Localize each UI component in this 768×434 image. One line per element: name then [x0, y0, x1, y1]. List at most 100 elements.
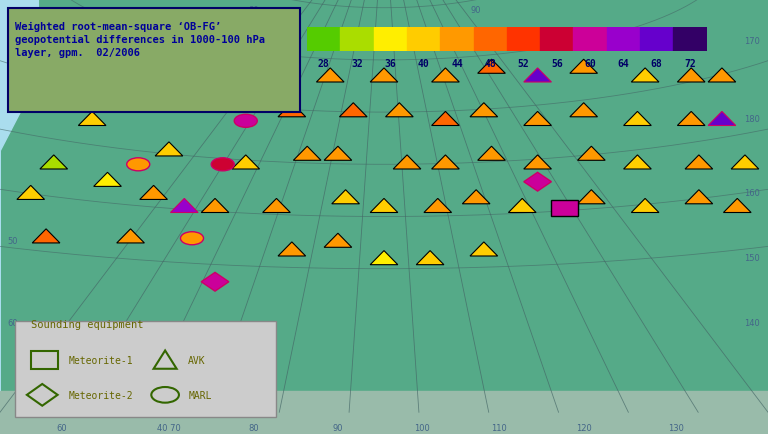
Text: 40 70: 40 70	[157, 423, 180, 432]
Polygon shape	[677, 69, 705, 83]
Bar	[540, 28, 574, 52]
Text: Sounding equipment: Sounding equipment	[31, 320, 143, 330]
Polygon shape	[578, 190, 605, 204]
Text: 110: 110	[492, 423, 507, 432]
Text: 32: 32	[351, 59, 363, 69]
Polygon shape	[78, 112, 106, 126]
Polygon shape	[17, 186, 45, 200]
Bar	[640, 28, 674, 52]
Text: 60: 60	[584, 59, 596, 69]
Polygon shape	[478, 147, 505, 161]
Text: 80: 80	[248, 423, 259, 432]
Polygon shape	[278, 242, 306, 256]
Polygon shape	[624, 155, 651, 170]
Polygon shape	[478, 60, 505, 74]
Polygon shape	[201, 199, 229, 213]
Polygon shape	[524, 173, 551, 192]
Text: 40: 40	[418, 59, 429, 69]
Polygon shape	[370, 69, 398, 83]
Text: 180: 180	[744, 115, 760, 124]
Text: 120: 120	[576, 423, 591, 432]
Text: 60: 60	[8, 319, 18, 328]
Polygon shape	[40, 155, 68, 170]
Text: 90: 90	[471, 6, 482, 15]
Polygon shape	[508, 199, 536, 213]
Polygon shape	[293, 147, 321, 161]
Bar	[474, 28, 507, 52]
Circle shape	[234, 115, 257, 128]
Polygon shape	[324, 147, 352, 161]
Polygon shape	[86, 47, 114, 61]
Text: 50: 50	[8, 236, 18, 245]
Bar	[31, 352, 58, 369]
Polygon shape	[201, 273, 229, 292]
Text: 64: 64	[617, 59, 629, 69]
Polygon shape	[462, 190, 490, 204]
Bar	[507, 28, 540, 52]
Polygon shape	[178, 69, 206, 83]
Polygon shape	[339, 103, 367, 118]
Polygon shape	[370, 251, 398, 265]
Bar	[440, 28, 474, 52]
Bar	[674, 28, 707, 52]
Polygon shape	[278, 103, 306, 118]
Text: Weighted root-mean-square ‘OB-FG’
geopotential differences in 1000-100 hPa
layer: Weighted root-mean-square ‘OB-FG’ geopot…	[15, 22, 266, 58]
FancyBboxPatch shape	[8, 9, 300, 113]
Text: AVK: AVK	[188, 355, 206, 365]
Text: 90: 90	[333, 423, 343, 432]
Polygon shape	[393, 155, 421, 170]
Text: 160: 160	[744, 188, 760, 197]
Polygon shape	[324, 233, 352, 248]
Text: MARL: MARL	[188, 390, 212, 400]
Polygon shape	[416, 251, 444, 265]
Polygon shape	[432, 112, 459, 126]
Polygon shape	[432, 155, 459, 170]
Text: 150: 150	[744, 253, 760, 263]
Text: Meteorite-2: Meteorite-2	[69, 390, 134, 400]
Polygon shape	[32, 229, 60, 243]
Text: 68: 68	[650, 59, 663, 69]
Polygon shape	[232, 155, 260, 170]
Polygon shape	[316, 69, 344, 83]
Bar	[374, 28, 407, 52]
Polygon shape	[140, 186, 167, 200]
Polygon shape	[48, 69, 75, 83]
Polygon shape	[524, 112, 551, 126]
Text: 130: 130	[668, 423, 684, 432]
Text: 60: 60	[56, 423, 67, 432]
Bar	[407, 28, 440, 52]
Polygon shape	[94, 173, 121, 187]
Polygon shape	[708, 69, 736, 83]
Polygon shape	[578, 147, 605, 161]
Polygon shape	[424, 199, 452, 213]
Polygon shape	[170, 199, 198, 213]
Bar	[307, 28, 340, 52]
Text: 52: 52	[518, 59, 529, 69]
Bar	[551, 201, 578, 216]
Polygon shape	[624, 112, 651, 126]
Polygon shape	[723, 199, 751, 213]
Text: Meteorite-1: Meteorite-1	[69, 355, 134, 365]
Polygon shape	[470, 103, 498, 118]
Circle shape	[38, 72, 61, 85]
Polygon shape	[255, 56, 283, 70]
Bar	[574, 28, 607, 52]
Polygon shape	[370, 199, 398, 213]
Text: 170: 170	[744, 36, 760, 46]
Text: 72: 72	[684, 59, 696, 69]
Polygon shape	[524, 155, 551, 170]
Polygon shape	[685, 190, 713, 204]
Polygon shape	[470, 242, 498, 256]
Polygon shape	[124, 95, 152, 109]
Circle shape	[142, 80, 165, 93]
Polygon shape	[731, 155, 759, 170]
Polygon shape	[524, 69, 551, 83]
FancyBboxPatch shape	[15, 321, 276, 417]
Text: 28: 28	[318, 59, 329, 69]
Polygon shape	[263, 199, 290, 213]
Polygon shape	[631, 69, 659, 83]
Polygon shape	[685, 155, 713, 170]
Text: 80: 80	[248, 6, 259, 15]
Text: 44: 44	[451, 59, 463, 69]
Bar	[340, 28, 374, 52]
